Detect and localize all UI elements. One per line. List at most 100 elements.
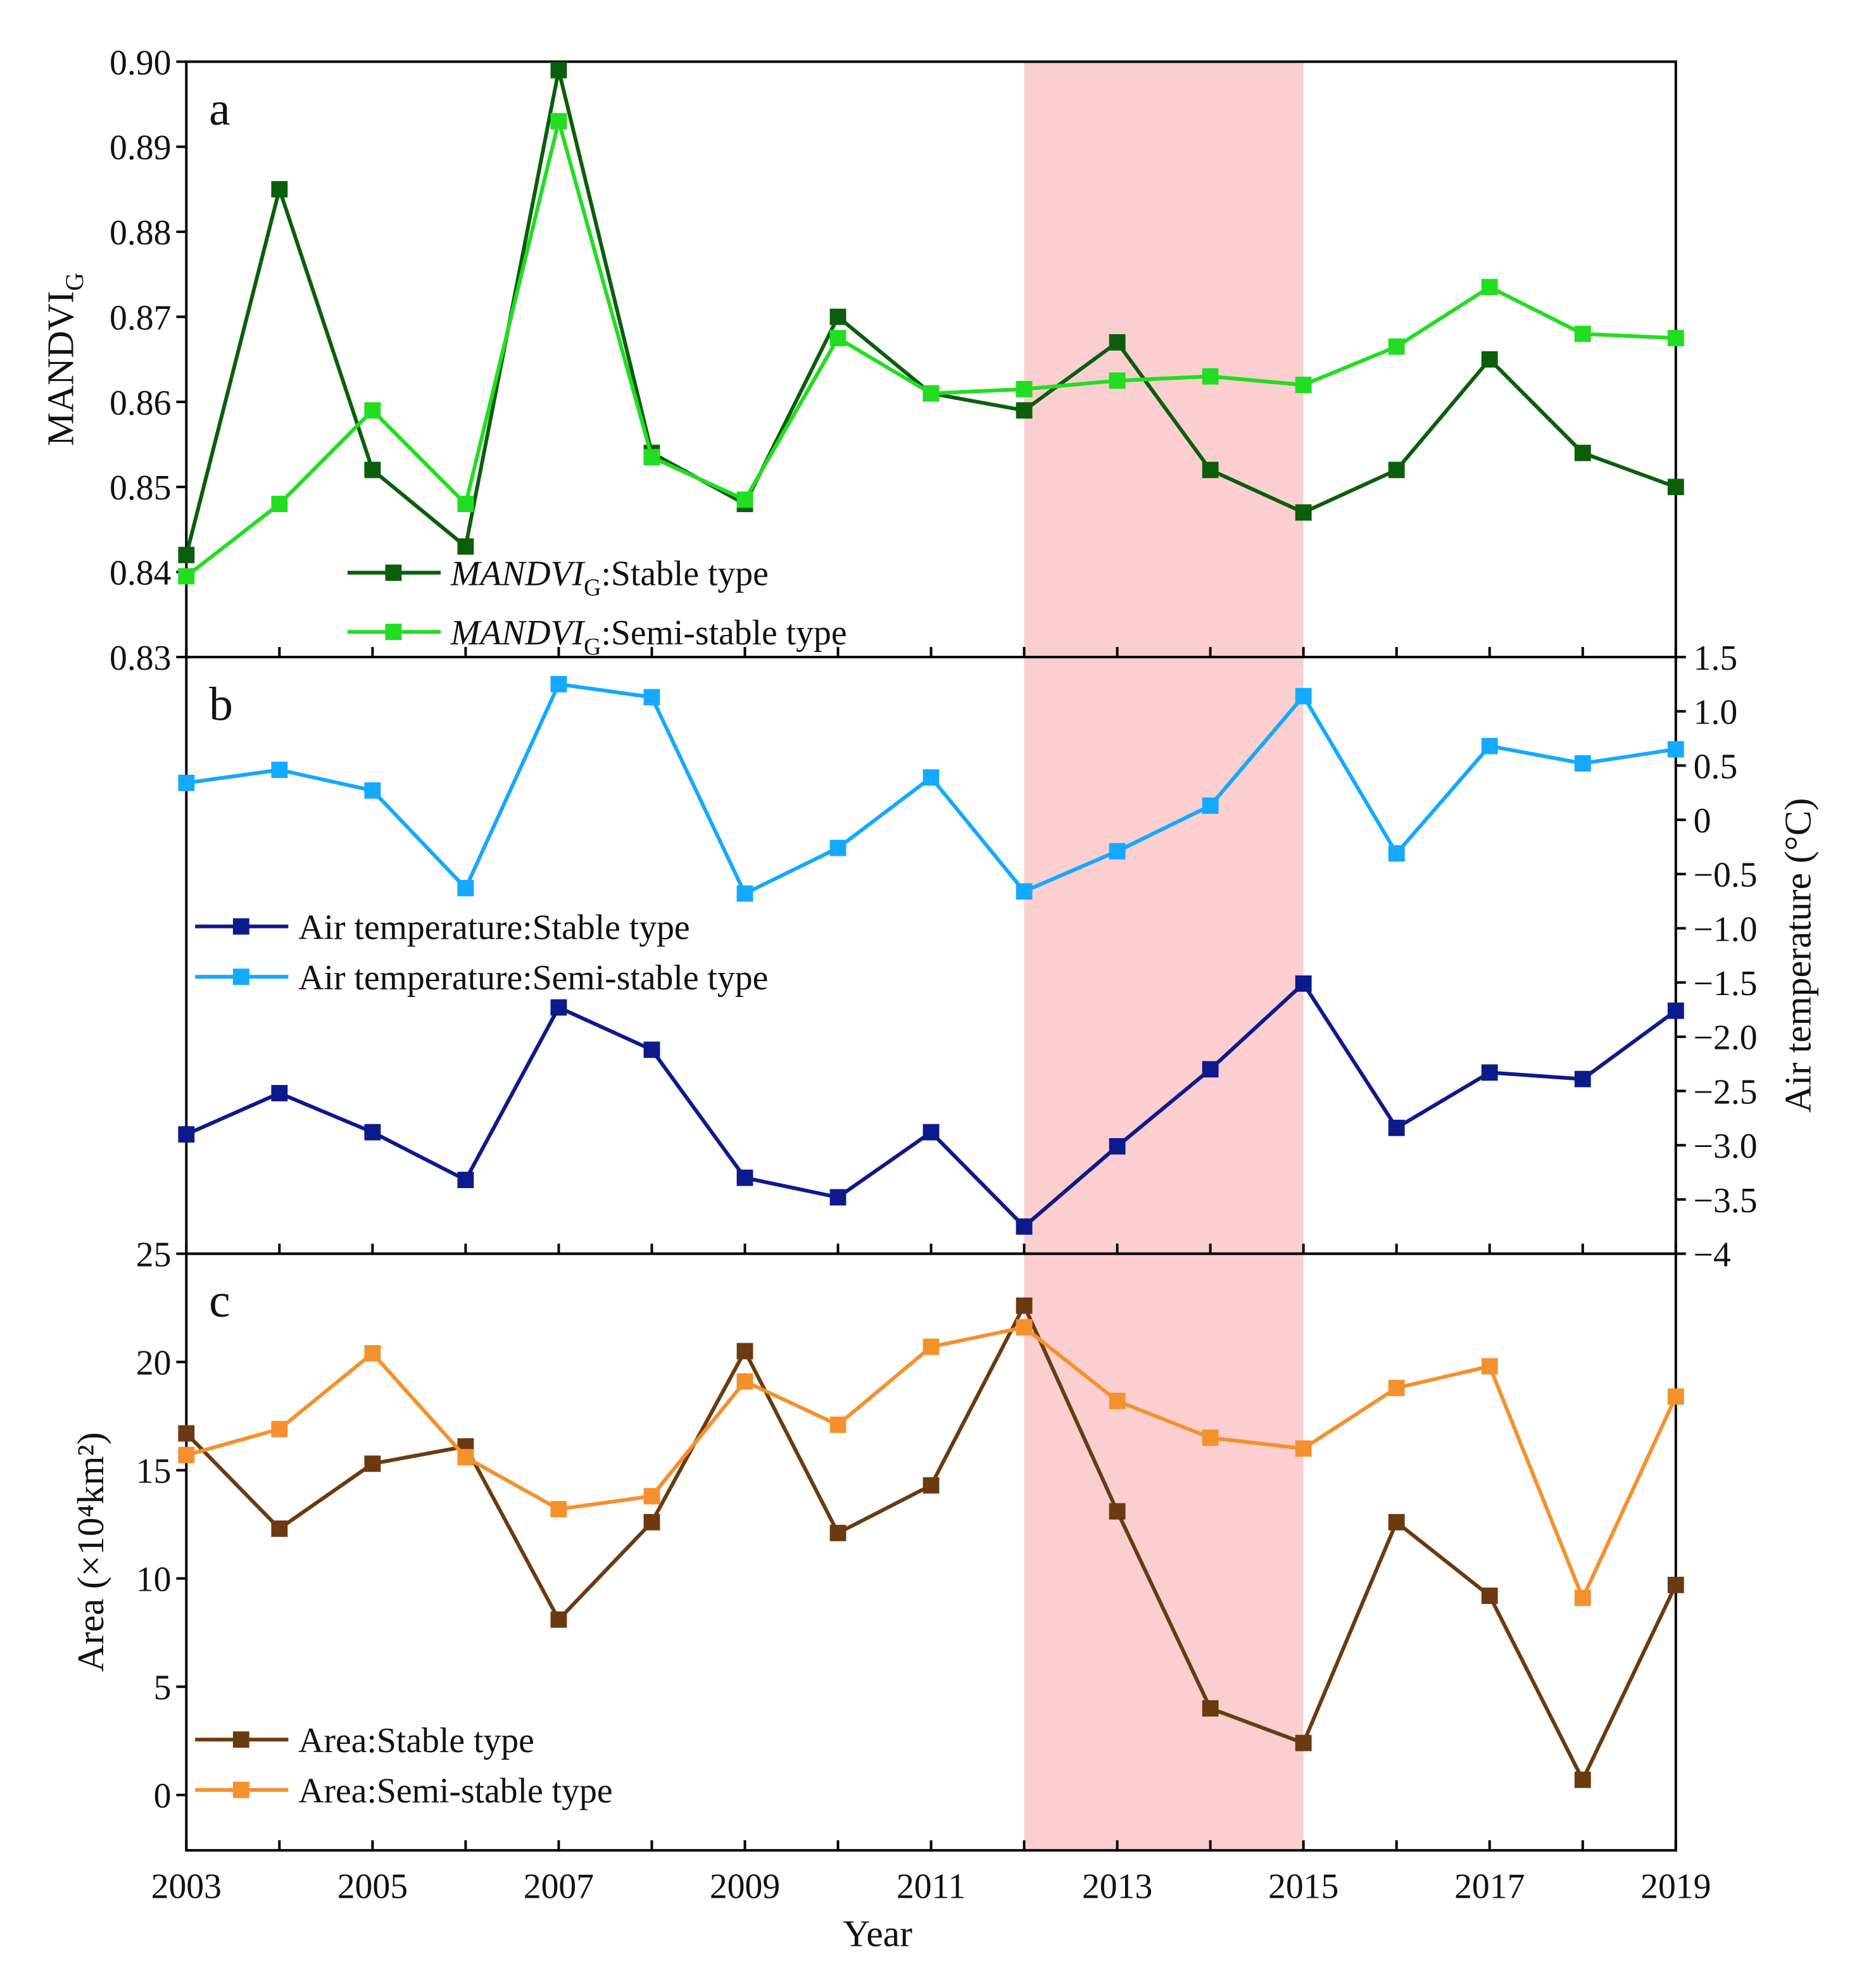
series-line bbox=[186, 682, 1677, 896]
data-point bbox=[736, 885, 753, 902]
data-point bbox=[1109, 1503, 1126, 1520]
x-axis-label: Year bbox=[843, 1912, 912, 1954]
data-point bbox=[1202, 461, 1219, 479]
legend-label: Air temperature:Stable type bbox=[298, 908, 689, 947]
data-point bbox=[178, 1126, 195, 1143]
data-point bbox=[736, 1373, 753, 1390]
legend-label-main: Air temperature:Semi-stable type bbox=[298, 958, 768, 998]
data-point bbox=[922, 1124, 940, 1141]
legend-marker bbox=[232, 1731, 249, 1748]
y-tick-label: 5 bbox=[154, 1669, 172, 1708]
legend-label-main: Air temperature:Stable type bbox=[298, 908, 689, 947]
y-tick-label: 0.83 bbox=[110, 639, 171, 678]
y-tick-label: −3.5 bbox=[1694, 1181, 1758, 1220]
series-line bbox=[186, 1325, 1678, 1603]
data-point bbox=[1481, 1358, 1498, 1375]
data-point bbox=[1202, 1700, 1219, 1717]
y-tick-label: 0.89 bbox=[110, 128, 171, 168]
highlight-band bbox=[1024, 61, 1304, 1851]
data-point bbox=[1202, 368, 1219, 385]
data-point bbox=[643, 1513, 660, 1531]
legend-marker bbox=[385, 564, 402, 581]
panels-layer: a0.830.840.850.860.870.880.890.90MANDVIG… bbox=[39, 43, 1818, 1906]
data-point bbox=[1202, 1429, 1219, 1446]
y-axis-label: MANDVIG bbox=[39, 273, 89, 446]
legend-label-main: Area:Semi-stable type bbox=[298, 1772, 612, 1811]
series-b-0: Air temperature:Stable type bbox=[178, 908, 1684, 1235]
series-line bbox=[186, 981, 1677, 1229]
data-point bbox=[271, 1520, 288, 1537]
data-point bbox=[1574, 1070, 1591, 1087]
y-tick-label: 0.86 bbox=[110, 384, 171, 423]
y-tick-label: 15 bbox=[136, 1452, 172, 1491]
data-point bbox=[178, 546, 195, 563]
plot-frame bbox=[185, 60, 1677, 659]
y-axis-label: Air temperature (°C) bbox=[1777, 798, 1819, 1113]
data-point bbox=[1202, 797, 1219, 814]
y-tick-label: −2.0 bbox=[1694, 1018, 1758, 1058]
data-point bbox=[271, 1420, 288, 1438]
legend-label-main: Area:Stable type bbox=[298, 1721, 534, 1760]
data-point bbox=[364, 1455, 381, 1472]
series-c-1: Area:Semi-stable type bbox=[178, 1319, 1684, 1811]
data-point bbox=[364, 461, 381, 479]
data-point bbox=[1016, 883, 1033, 900]
data-point bbox=[643, 689, 660, 706]
data-point bbox=[922, 1338, 940, 1355]
data-point bbox=[1295, 1734, 1312, 1751]
data-point bbox=[1295, 1440, 1312, 1457]
series-line bbox=[185, 113, 1676, 578]
data-point bbox=[1667, 741, 1684, 758]
data-point bbox=[1295, 975, 1312, 992]
legend-label-suffix: :Semi-stable type bbox=[601, 613, 847, 653]
data-point bbox=[1481, 1588, 1498, 1604]
data-point bbox=[1667, 330, 1684, 347]
data-point bbox=[364, 1124, 381, 1141]
series-a-1: MANDVIG:Semi-stable type bbox=[178, 113, 1684, 660]
panel-c: c 0 5 10 15 20 25 2003 2005 2007 2009 2011 2013 2015 2… bbox=[70, 1235, 1711, 1906]
data-point bbox=[1109, 372, 1126, 389]
legend-label-suffix: :Stable type bbox=[601, 555, 768, 594]
data-point bbox=[1667, 479, 1684, 496]
data-point bbox=[364, 1345, 381, 1362]
data-point bbox=[1574, 325, 1591, 342]
panel-label: c bbox=[209, 1275, 230, 1327]
legend-label: MANDVIG:Stable type bbox=[450, 555, 769, 601]
data-point bbox=[271, 1085, 288, 1101]
x-tick-label: 2009 bbox=[710, 1867, 780, 1907]
data-point bbox=[1388, 845, 1405, 862]
y-tick-label: 25 bbox=[136, 1235, 172, 1274]
data-point bbox=[829, 1189, 847, 1206]
data-point bbox=[457, 538, 474, 555]
data-point bbox=[922, 769, 940, 786]
x-tick-label: 2005 bbox=[337, 1867, 408, 1907]
x-tick-label: 2011 bbox=[897, 1867, 966, 1907]
panel-b: b 1.5 1.0 0.5 0 −0.5 −1.0 −1.5 −2.0 −2.5 −3.0 −3.5 −… bbox=[178, 639, 1819, 1274]
y-tick-label: 0.85 bbox=[110, 468, 171, 508]
data-point bbox=[550, 61, 567, 78]
data-point bbox=[1388, 1119, 1405, 1136]
data-point bbox=[457, 496, 474, 513]
data-point bbox=[550, 1501, 567, 1518]
data-point bbox=[1016, 1319, 1033, 1336]
y-tick-label: −1.0 bbox=[1694, 910, 1758, 949]
y-tick-label: 1.5 bbox=[1694, 639, 1738, 678]
data-point bbox=[457, 1172, 474, 1188]
data-point bbox=[1388, 461, 1405, 479]
legend-label: Air temperature:Semi-stable type bbox=[298, 958, 768, 998]
data-point bbox=[922, 385, 940, 402]
data-point bbox=[829, 1524, 847, 1541]
data-point bbox=[1574, 444, 1591, 461]
data-point bbox=[271, 181, 288, 197]
data-point bbox=[1109, 1393, 1126, 1410]
y-tick-label: 0.84 bbox=[110, 554, 171, 593]
data-point bbox=[1481, 1064, 1498, 1081]
data-point bbox=[550, 113, 567, 130]
data-point bbox=[829, 839, 847, 856]
legend-label: Area:Semi-stable type bbox=[298, 1772, 612, 1811]
panel-a: a0.830.840.850.860.870.880.890.90MANDVIG… bbox=[39, 43, 1684, 678]
data-point bbox=[457, 880, 474, 896]
x-tick-label: 2019 bbox=[1640, 1867, 1711, 1907]
data-point bbox=[736, 1169, 753, 1186]
